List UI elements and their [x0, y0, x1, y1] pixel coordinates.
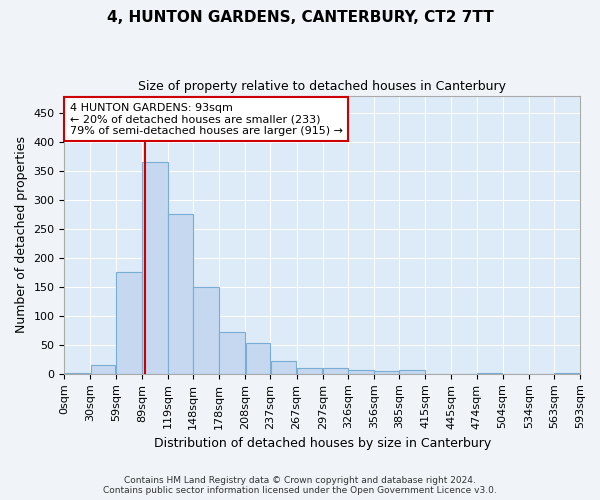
Bar [400, 370, 425, 374]
Bar [297, 368, 322, 374]
Bar [348, 370, 374, 374]
Bar [142, 162, 167, 374]
Text: 4, HUNTON GARDENS, CANTERBURY, CT2 7TT: 4, HUNTON GARDENS, CANTERBURY, CT2 7TT [107, 10, 493, 25]
Bar [116, 272, 142, 374]
Title: Size of property relative to detached houses in Canterbury: Size of property relative to detached ho… [138, 80, 506, 93]
Bar [323, 368, 347, 374]
Bar [193, 287, 219, 374]
Bar [245, 343, 270, 374]
Bar [554, 373, 580, 374]
Text: 4 HUNTON GARDENS: 93sqm
← 20% of detached houses are smaller (233)
79% of semi-d: 4 HUNTON GARDENS: 93sqm ← 20% of detache… [70, 102, 343, 136]
Bar [65, 372, 90, 374]
Bar [477, 373, 502, 374]
Text: Contains HM Land Registry data © Crown copyright and database right 2024.
Contai: Contains HM Land Registry data © Crown c… [103, 476, 497, 495]
Bar [374, 371, 399, 374]
Y-axis label: Number of detached properties: Number of detached properties [15, 136, 28, 333]
Bar [220, 332, 245, 374]
Bar [168, 214, 193, 374]
Bar [91, 365, 115, 374]
X-axis label: Distribution of detached houses by size in Canterbury: Distribution of detached houses by size … [154, 437, 491, 450]
Bar [271, 361, 296, 374]
